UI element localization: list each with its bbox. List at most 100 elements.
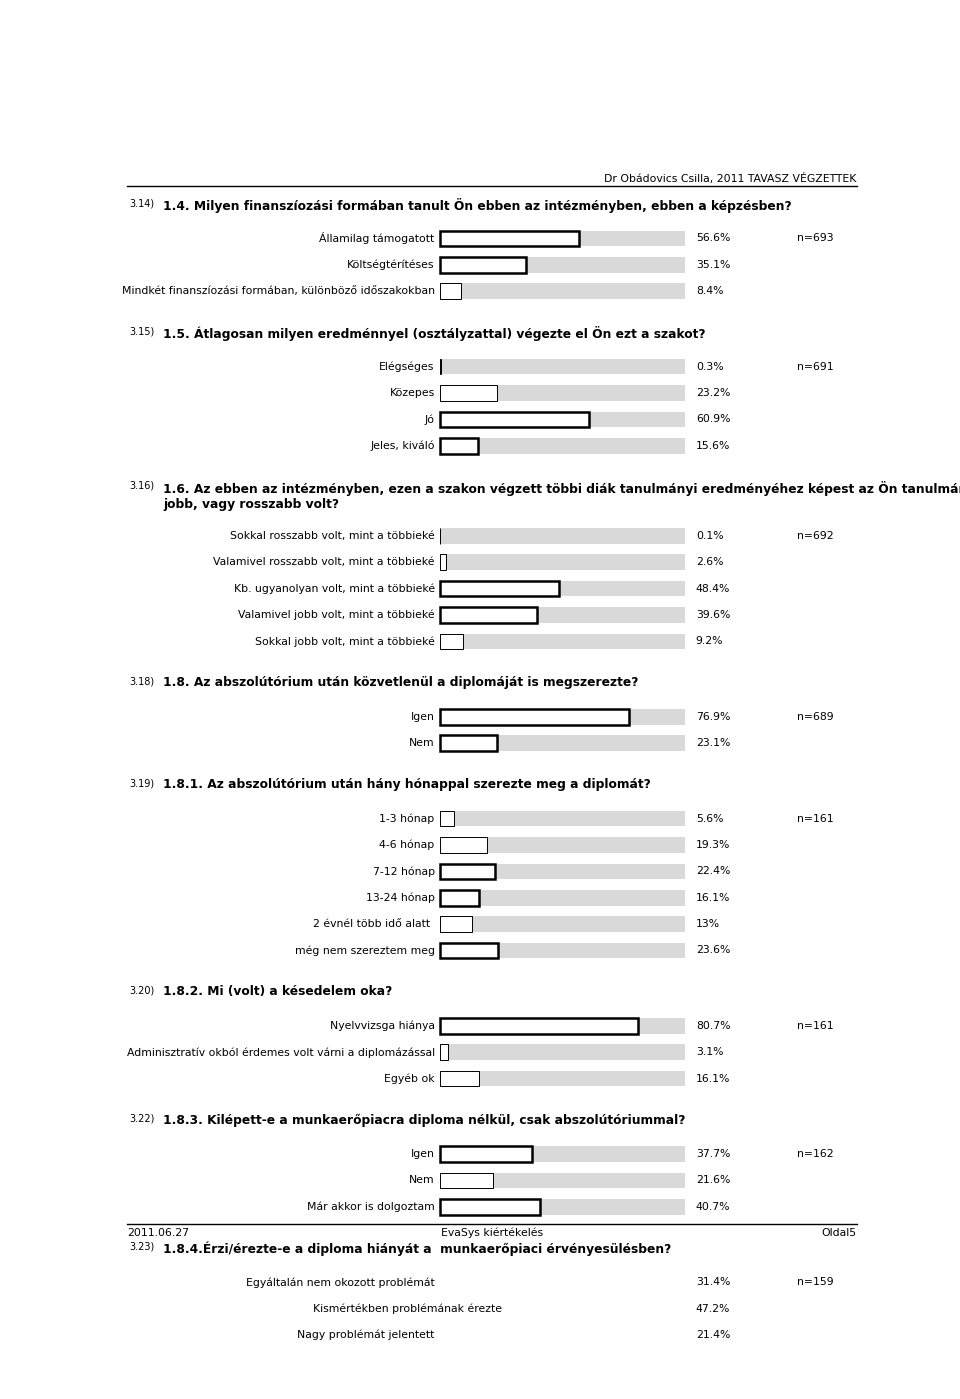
Text: 1.4. Milyen finanszíozási formában tanult Ön ebben az intézményben, ebben a képz: 1.4. Milyen finanszíozási formában tanul… [163, 199, 792, 213]
Text: 21.6%: 21.6% [696, 1175, 731, 1185]
Text: 56.6%: 56.6% [696, 234, 731, 243]
Text: n=161: n=161 [797, 814, 833, 824]
Text: 47.2%: 47.2% [696, 1304, 731, 1314]
Bar [440, 1328, 492, 1343]
Bar [440, 1070, 685, 1087]
Text: Jeles, kiváló: Jeles, kiváló [371, 441, 435, 450]
Text: 3.15): 3.15) [129, 326, 155, 336]
Text: 3.1%: 3.1% [696, 1048, 723, 1058]
Text: 3.18): 3.18) [129, 676, 154, 687]
Text: 15.6%: 15.6% [696, 441, 731, 450]
Text: 3.14): 3.14) [129, 199, 154, 208]
Bar [440, 257, 685, 273]
Text: Sokkal rosszabb volt, mint a többieké: Sokkal rosszabb volt, mint a többieké [230, 530, 435, 541]
Text: 2011.06.27: 2011.06.27 [128, 1228, 189, 1238]
Text: 1.8.1. Az abszolútórium után hány hónappal szerezte meg a diplomát?: 1.8.1. Az abszolútórium után hány hónapp… [163, 778, 651, 790]
Text: 1-3 hónap: 1-3 hónap [379, 813, 435, 824]
Bar [440, 554, 446, 569]
Text: 1.5. Átlagosan milyen eredménnyel (osztályzattal) végezte el Ön ezt a szakot?: 1.5. Átlagosan milyen eredménnyel (osztá… [163, 326, 706, 341]
Bar [440, 1045, 447, 1060]
Text: Nem: Nem [409, 739, 435, 748]
Bar [440, 284, 685, 299]
Bar [440, 709, 629, 725]
Text: 7-12 hónap: 7-12 hónap [372, 866, 435, 877]
Text: 1.8.4.Érzi/érezte-e a diploma hiányát a  munkaerőpiaci érvényesülésben?: 1.8.4.Érzi/érezte-e a diploma hiányát a … [163, 1242, 671, 1256]
Bar [440, 1301, 556, 1316]
Text: 80.7%: 80.7% [696, 1021, 731, 1031]
Bar [440, 863, 495, 879]
Text: 4-6 hónap: 4-6 hónap [379, 839, 435, 851]
Bar [440, 527, 685, 544]
Bar [440, 634, 463, 649]
Text: 1.8.2. Mi (volt) a késedelem oka?: 1.8.2. Mi (volt) a késedelem oka? [163, 985, 393, 999]
Text: Adminisztratív okból érdemes volt várni a diplomázással: Adminisztratív okból érdemes volt várni … [127, 1046, 435, 1058]
Bar [440, 1018, 638, 1034]
Bar [440, 1301, 685, 1316]
Bar [440, 709, 685, 725]
Bar [440, 916, 685, 932]
Text: 23.6%: 23.6% [696, 946, 731, 956]
Bar [440, 916, 471, 932]
Text: Mindkét finanszíozási formában, különböző időszakokban: Mindkét finanszíozási formában, különböz… [122, 287, 435, 297]
Bar [440, 863, 685, 879]
Text: Igen: Igen [411, 712, 435, 722]
Bar [440, 890, 685, 905]
Bar [440, 438, 685, 453]
Text: 31.4%: 31.4% [696, 1277, 731, 1287]
Text: Kismértékben problémának érezte: Kismértékben problémának érezte [313, 1304, 502, 1314]
Bar [440, 1172, 685, 1188]
Text: 3.23): 3.23) [129, 1242, 155, 1252]
Bar [440, 385, 685, 402]
Bar [440, 607, 685, 623]
Text: 3.19): 3.19) [129, 778, 154, 788]
Text: 13-24 hónap: 13-24 hónap [366, 893, 435, 902]
Text: Dr Obádovics Csilla, 2011 TAVASZ VÉGZETTEK: Dr Obádovics Csilla, 2011 TAVASZ VÉGZETT… [604, 173, 856, 185]
Text: 3.20): 3.20) [129, 985, 155, 996]
Text: Egyáltalán nem okozott problémát: Egyáltalán nem okozott problémát [246, 1277, 435, 1287]
Text: Nem: Nem [409, 1175, 435, 1185]
Bar [440, 581, 685, 596]
Bar [440, 943, 498, 958]
Text: 60.9%: 60.9% [696, 414, 731, 424]
Text: 40.7%: 40.7% [696, 1202, 731, 1212]
Text: 13%: 13% [696, 919, 720, 929]
Text: Oldal5: Oldal5 [822, 1228, 856, 1238]
Text: 37.7%: 37.7% [696, 1149, 731, 1160]
Text: Sokkal jobb volt, mint a többieké: Sokkal jobb volt, mint a többieké [254, 637, 435, 646]
Bar [440, 385, 497, 402]
Text: 9.2%: 9.2% [696, 637, 723, 646]
Bar [440, 1018, 685, 1034]
Text: EvaSys kiértékelés: EvaSys kiértékelés [441, 1228, 543, 1238]
Text: n=162: n=162 [797, 1149, 833, 1160]
Text: n=692: n=692 [797, 530, 833, 541]
Text: még nem szereztem meg: még nem szereztem meg [295, 946, 435, 956]
Bar [440, 231, 685, 246]
Text: 1.8. Az abszolútórium után közvetlenül a diplomáját is megszerezte?: 1.8. Az abszolútórium után közvetlenül a… [163, 676, 638, 690]
Bar [440, 284, 461, 299]
Text: 48.4%: 48.4% [696, 583, 731, 593]
Text: 76.9%: 76.9% [696, 712, 731, 722]
Bar [440, 554, 685, 569]
Text: 3.16): 3.16) [129, 481, 154, 491]
Text: Költségtérítéses: Költségtérítéses [348, 260, 435, 270]
Text: 0.1%: 0.1% [696, 530, 724, 541]
Text: 2 évnél több idő alatt: 2 évnél több idő alatt [313, 919, 431, 929]
Bar [440, 1172, 492, 1188]
Text: Közepes: Közepes [390, 388, 435, 399]
Text: 21.4%: 21.4% [696, 1330, 731, 1340]
Text: 16.1%: 16.1% [696, 1073, 731, 1084]
Text: 1.8.3. Kilépett-e a munkaerőpiacra diploma nélkül, csak abszolútóriummal?: 1.8.3. Kilépett-e a munkaerőpiacra diplo… [163, 1114, 685, 1126]
Text: 39.6%: 39.6% [696, 610, 731, 620]
Text: 16.1%: 16.1% [696, 893, 731, 902]
Text: 0.3%: 0.3% [696, 361, 724, 372]
Text: 1.6. Az ebben az intézményben, ezen a szakon végzett többi diák tanulmányi eredm: 1.6. Az ebben az intézményben, ezen a sz… [163, 481, 960, 511]
Text: Valamivel rosszabb volt, mint a többieké: Valamivel rosszabb volt, mint a többieké [213, 557, 435, 567]
Text: Igen: Igen [411, 1149, 435, 1160]
Text: 2.6%: 2.6% [696, 557, 723, 567]
Bar [440, 358, 685, 375]
Text: n=691: n=691 [797, 361, 833, 372]
Text: Nagy problémát jelentett: Nagy problémát jelentett [298, 1330, 435, 1340]
Bar [440, 581, 559, 596]
Bar [440, 943, 685, 958]
Bar [440, 1199, 540, 1214]
